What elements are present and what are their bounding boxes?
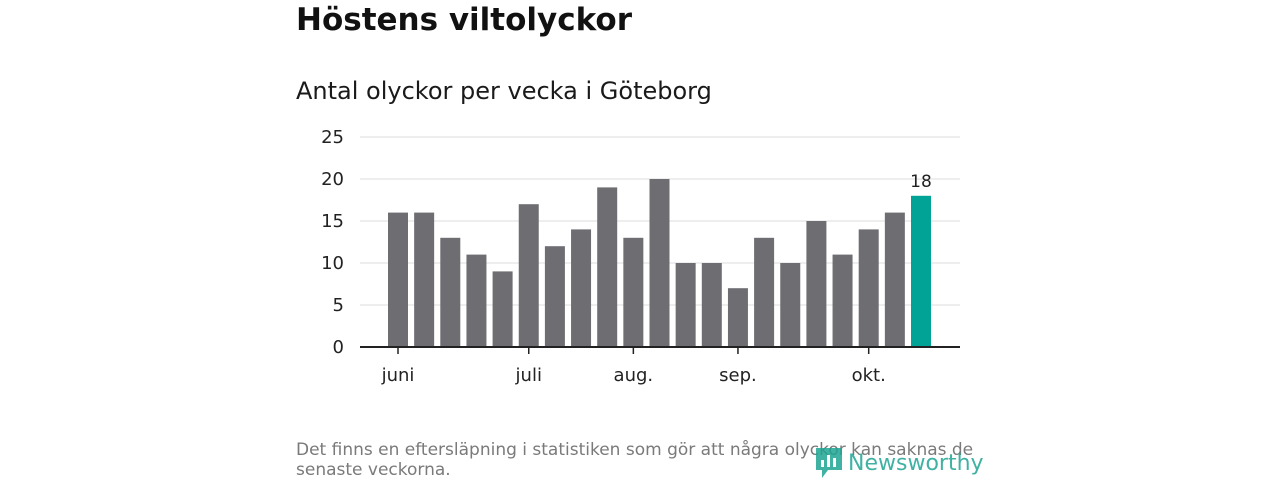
x-tick-label: juni: [381, 365, 415, 386]
chart-title: Höstens viltolyckor: [296, 2, 633, 38]
x-tick-label: sep.: [719, 365, 757, 386]
bar: [701, 263, 722, 347]
newsworthy-logo-text: Newsworthy: [848, 450, 984, 476]
bar: [832, 254, 853, 347]
highlight-data-label: 18: [910, 172, 932, 192]
bar: [780, 263, 801, 347]
bar: [858, 229, 879, 347]
bar: [544, 246, 565, 347]
x-tick-label: aug.: [614, 365, 654, 386]
bar: [440, 237, 461, 347]
footnote: Det finns en eftersläpning i statistiken…: [296, 440, 974, 480]
bar: [492, 271, 513, 347]
bar: [649, 179, 670, 347]
bar: [675, 263, 696, 347]
bar: [571, 229, 592, 347]
bar: [466, 254, 487, 347]
bar: [727, 288, 748, 347]
bar: [388, 212, 408, 347]
chart-subtitle: Antal olyckor per vecka i Göteborg: [296, 77, 712, 105]
bar: [518, 204, 539, 347]
x-tick-label: okt.: [852, 365, 886, 386]
bar: [754, 237, 775, 347]
bar-highlight: [911, 195, 931, 347]
y-tick-label: 15: [321, 211, 344, 232]
bar: [884, 212, 905, 347]
bar: [806, 221, 827, 347]
bar: [414, 212, 435, 347]
x-tick-label: juli: [515, 365, 542, 386]
y-tick-label: 0: [333, 337, 344, 358]
y-tick-label: 5: [333, 295, 344, 316]
y-tick-label: 25: [321, 127, 344, 148]
bar-chart: 0 5 10 15 20 25 18 juni juli aug. sep. okt.: [321, 127, 960, 386]
bar: [623, 237, 644, 347]
y-tick-label: 10: [321, 253, 344, 274]
newsworthy-logo: Newsworthy: [814, 446, 984, 480]
bar: [597, 187, 618, 347]
newsworthy-logo-icon: [816, 448, 842, 478]
y-tick-label: 20: [321, 169, 344, 190]
